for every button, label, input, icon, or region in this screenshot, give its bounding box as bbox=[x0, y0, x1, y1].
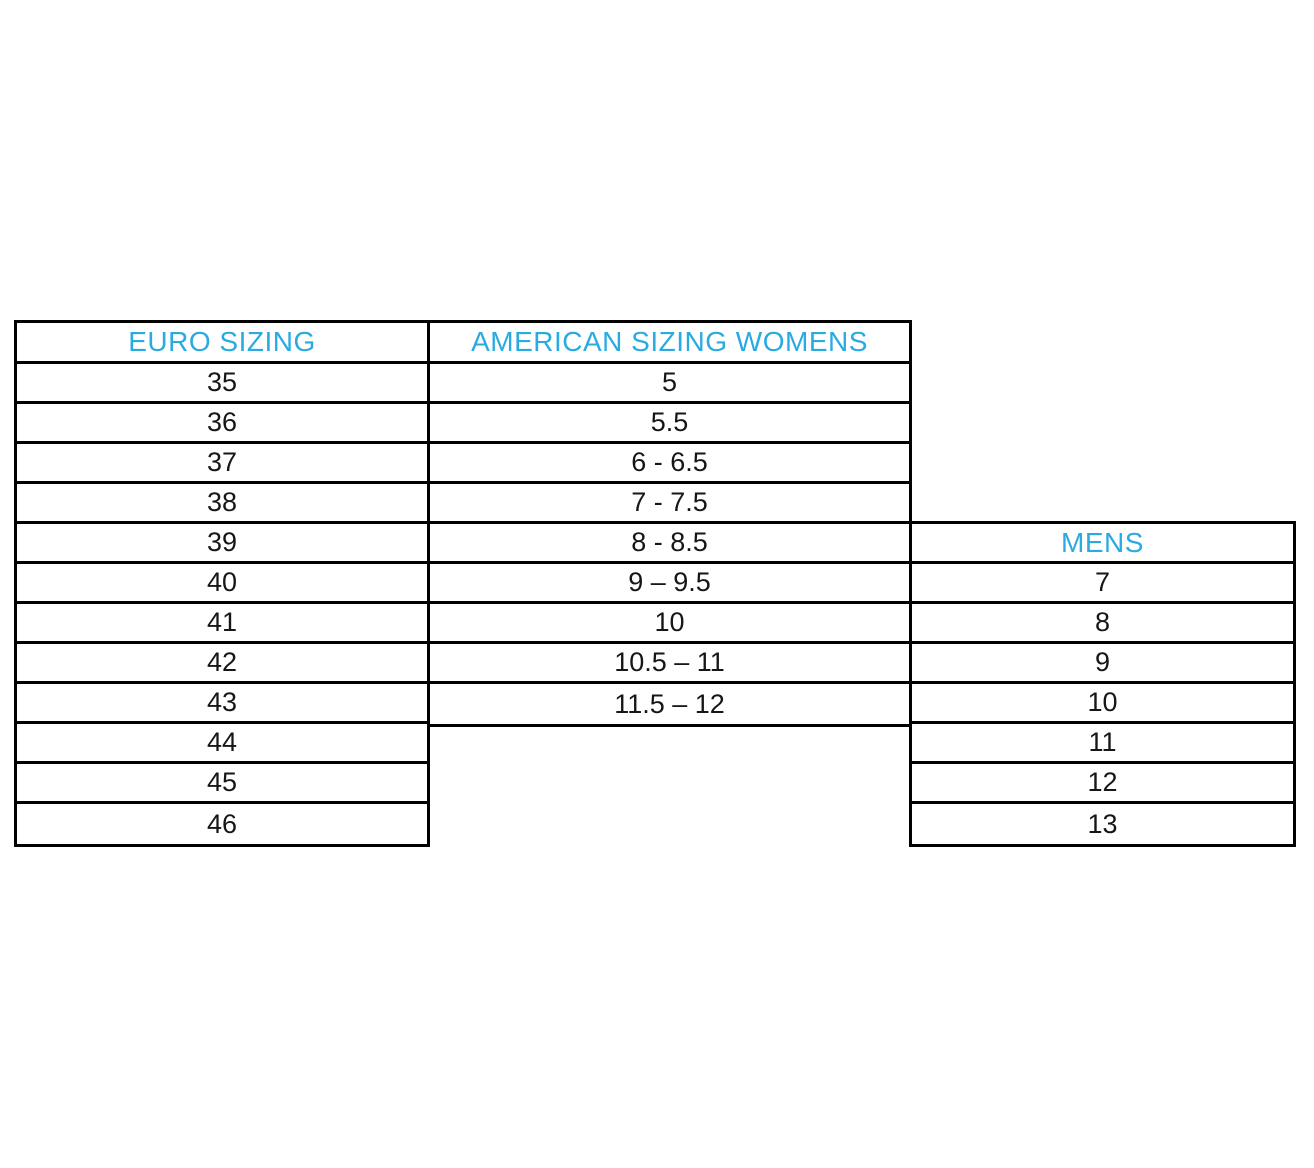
euro-sizing-header: EURO SIZING bbox=[17, 323, 427, 364]
womens-size-cell: 10.5 – 11 bbox=[430, 644, 909, 684]
mens-column: MENS 7 8 9 10 11 12 13 bbox=[909, 521, 1296, 847]
euro-size-cell: 42 bbox=[17, 644, 427, 684]
womens-size-cell: 5 bbox=[430, 364, 909, 404]
mens-size-cell: 12 bbox=[912, 764, 1293, 804]
womens-size-cell: 11.5 – 12 bbox=[614, 688, 725, 719]
euro-size-cell: 37 bbox=[17, 444, 427, 484]
mens-size-cell: 7 bbox=[912, 564, 1293, 604]
euro-size-cell: 36 bbox=[17, 404, 427, 444]
euro-size-cell: 40 bbox=[17, 564, 427, 604]
mens-header: MENS bbox=[912, 524, 1293, 564]
womens-size-cell: 7 - 7.5 bbox=[430, 484, 909, 524]
american-womens-header: AMERICAN SIZING WOMENS bbox=[430, 323, 909, 364]
euro-size-cell: 44 bbox=[17, 724, 427, 764]
euro-size-cell: 38 bbox=[17, 484, 427, 524]
euro-size-cell: 46 bbox=[206, 808, 238, 839]
mens-size-cell: 13 bbox=[1087, 808, 1118, 839]
womens-size-cell: 6 - 6.5 bbox=[430, 444, 909, 484]
euro-size-cell: 35 bbox=[17, 364, 427, 404]
american-womens-column: AMERICAN SIZING WOMENS 5 5.5 6 - 6.5 7 -… bbox=[427, 320, 912, 727]
mens-size-cell: 10 bbox=[912, 684, 1293, 724]
womens-size-cell: 8 - 8.5 bbox=[430, 524, 909, 564]
mens-size-cell: 9 bbox=[912, 644, 1293, 684]
euro-size-cell: 39 bbox=[17, 524, 427, 564]
euro-size-cell: 45 bbox=[17, 764, 427, 804]
mens-size-cell: 11 bbox=[912, 724, 1293, 764]
womens-size-cell: 9 – 9.5 bbox=[430, 564, 909, 604]
womens-size-cell: 10 bbox=[430, 604, 909, 644]
euro-sizing-column: EURO SIZING 35 36 37 38 39 40 41 42 43 4… bbox=[14, 320, 430, 847]
womens-size-cell: 5.5 bbox=[430, 404, 909, 444]
euro-size-cell: 43 bbox=[17, 684, 427, 724]
euro-size-cell: 41 bbox=[17, 604, 427, 644]
mens-size-cell: 8 bbox=[912, 604, 1293, 644]
